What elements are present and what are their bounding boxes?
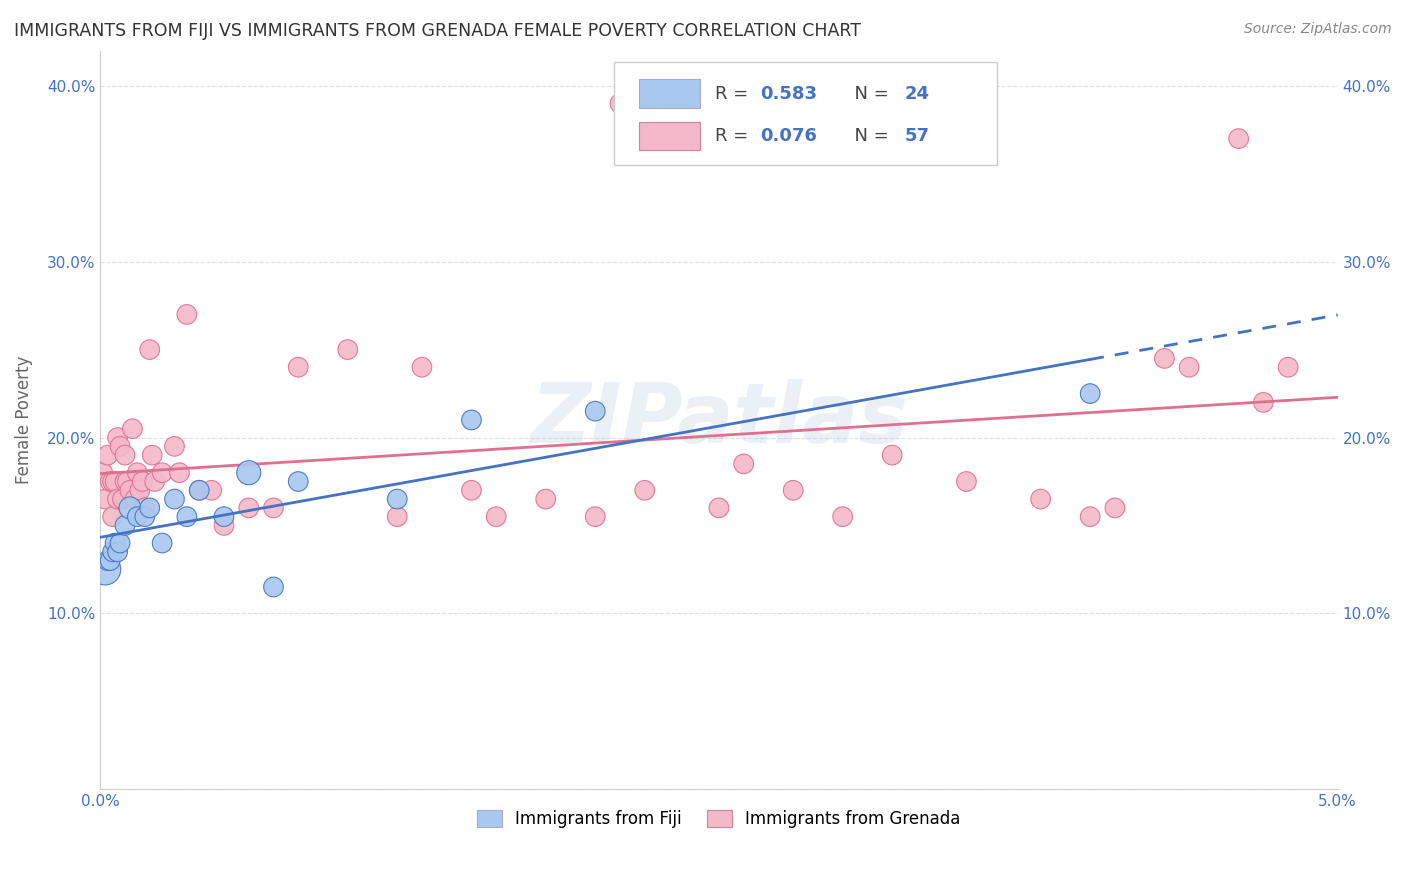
Point — [1178, 360, 1201, 375]
Point — [107, 492, 129, 507]
Point — [583, 509, 606, 524]
Point — [127, 466, 149, 480]
Point — [411, 360, 433, 375]
Point — [134, 500, 156, 515]
Point — [831, 509, 853, 524]
Point — [114, 448, 136, 462]
Point — [1153, 351, 1175, 366]
Point — [707, 500, 730, 515]
Point — [104, 536, 127, 550]
Point — [287, 360, 309, 375]
Point — [163, 492, 186, 507]
Point — [107, 431, 129, 445]
Point — [212, 518, 235, 533]
Text: 0.076: 0.076 — [759, 127, 817, 145]
Point — [287, 475, 309, 489]
Point — [534, 492, 557, 507]
Text: N =: N = — [842, 127, 894, 145]
Point — [188, 483, 211, 498]
Point — [1078, 386, 1101, 401]
Point — [98, 475, 121, 489]
Point — [118, 483, 141, 498]
Point — [212, 509, 235, 524]
Text: IMMIGRANTS FROM FIJI VS IMMIGRANTS FROM GRENADA FEMALE POVERTY CORRELATION CHART: IMMIGRANTS FROM FIJI VS IMMIGRANTS FROM … — [14, 22, 860, 40]
Text: 57: 57 — [904, 127, 929, 145]
Point — [336, 343, 359, 357]
FancyBboxPatch shape — [614, 62, 997, 165]
Text: 0.583: 0.583 — [759, 85, 817, 103]
Point — [101, 475, 124, 489]
Point — [98, 554, 121, 568]
Text: Source: ZipAtlas.com: Source: ZipAtlas.com — [1244, 22, 1392, 37]
Point — [94, 562, 117, 576]
Point — [782, 483, 804, 498]
Point — [134, 509, 156, 524]
Point — [583, 404, 606, 418]
Point — [634, 483, 657, 498]
Point — [460, 413, 482, 427]
Point — [91, 466, 114, 480]
Point — [94, 492, 117, 507]
Point — [97, 448, 120, 462]
Bar — [638, 121, 700, 150]
Point — [169, 466, 191, 480]
Point — [176, 509, 198, 524]
Point — [108, 536, 131, 550]
Point — [150, 466, 173, 480]
Point — [150, 536, 173, 550]
Point — [1078, 509, 1101, 524]
Point — [101, 509, 124, 524]
Point — [114, 518, 136, 533]
Point — [108, 439, 131, 453]
Point — [263, 500, 285, 515]
Text: ZIPatlas: ZIPatlas — [530, 379, 908, 460]
Point — [104, 475, 127, 489]
Point — [609, 96, 631, 111]
Point — [201, 483, 224, 498]
Point — [131, 475, 153, 489]
Point — [387, 509, 409, 524]
Point — [1277, 360, 1299, 375]
Bar — [638, 79, 700, 108]
Point — [1253, 395, 1275, 409]
Text: R =: R = — [716, 127, 754, 145]
Point — [111, 492, 134, 507]
Point — [139, 500, 162, 515]
Point — [1104, 500, 1126, 515]
Point — [485, 509, 508, 524]
Point — [139, 343, 162, 357]
Point — [733, 457, 755, 471]
Point — [101, 545, 124, 559]
Point — [1227, 131, 1250, 145]
Point — [955, 475, 977, 489]
Point — [460, 483, 482, 498]
Point — [124, 492, 146, 507]
Point — [118, 500, 141, 515]
Y-axis label: Female Poverty: Female Poverty — [15, 356, 32, 484]
Point — [263, 580, 285, 594]
Point — [176, 308, 198, 322]
Point — [107, 545, 129, 559]
Point — [128, 483, 150, 498]
Point — [141, 448, 163, 462]
Point — [121, 422, 143, 436]
Point — [238, 466, 260, 480]
Legend: Immigrants from Fiji, Immigrants from Grenada: Immigrants from Fiji, Immigrants from Gr… — [468, 801, 969, 837]
Point — [1029, 492, 1052, 507]
Point — [117, 475, 139, 489]
Point — [143, 475, 166, 489]
Text: 24: 24 — [904, 85, 929, 103]
Point — [387, 492, 409, 507]
Point — [127, 509, 149, 524]
Point — [114, 475, 136, 489]
Point — [97, 554, 120, 568]
Point — [163, 439, 186, 453]
Point — [238, 500, 260, 515]
Point — [882, 448, 904, 462]
Text: R =: R = — [716, 85, 754, 103]
Point — [188, 483, 211, 498]
Text: N =: N = — [842, 85, 894, 103]
